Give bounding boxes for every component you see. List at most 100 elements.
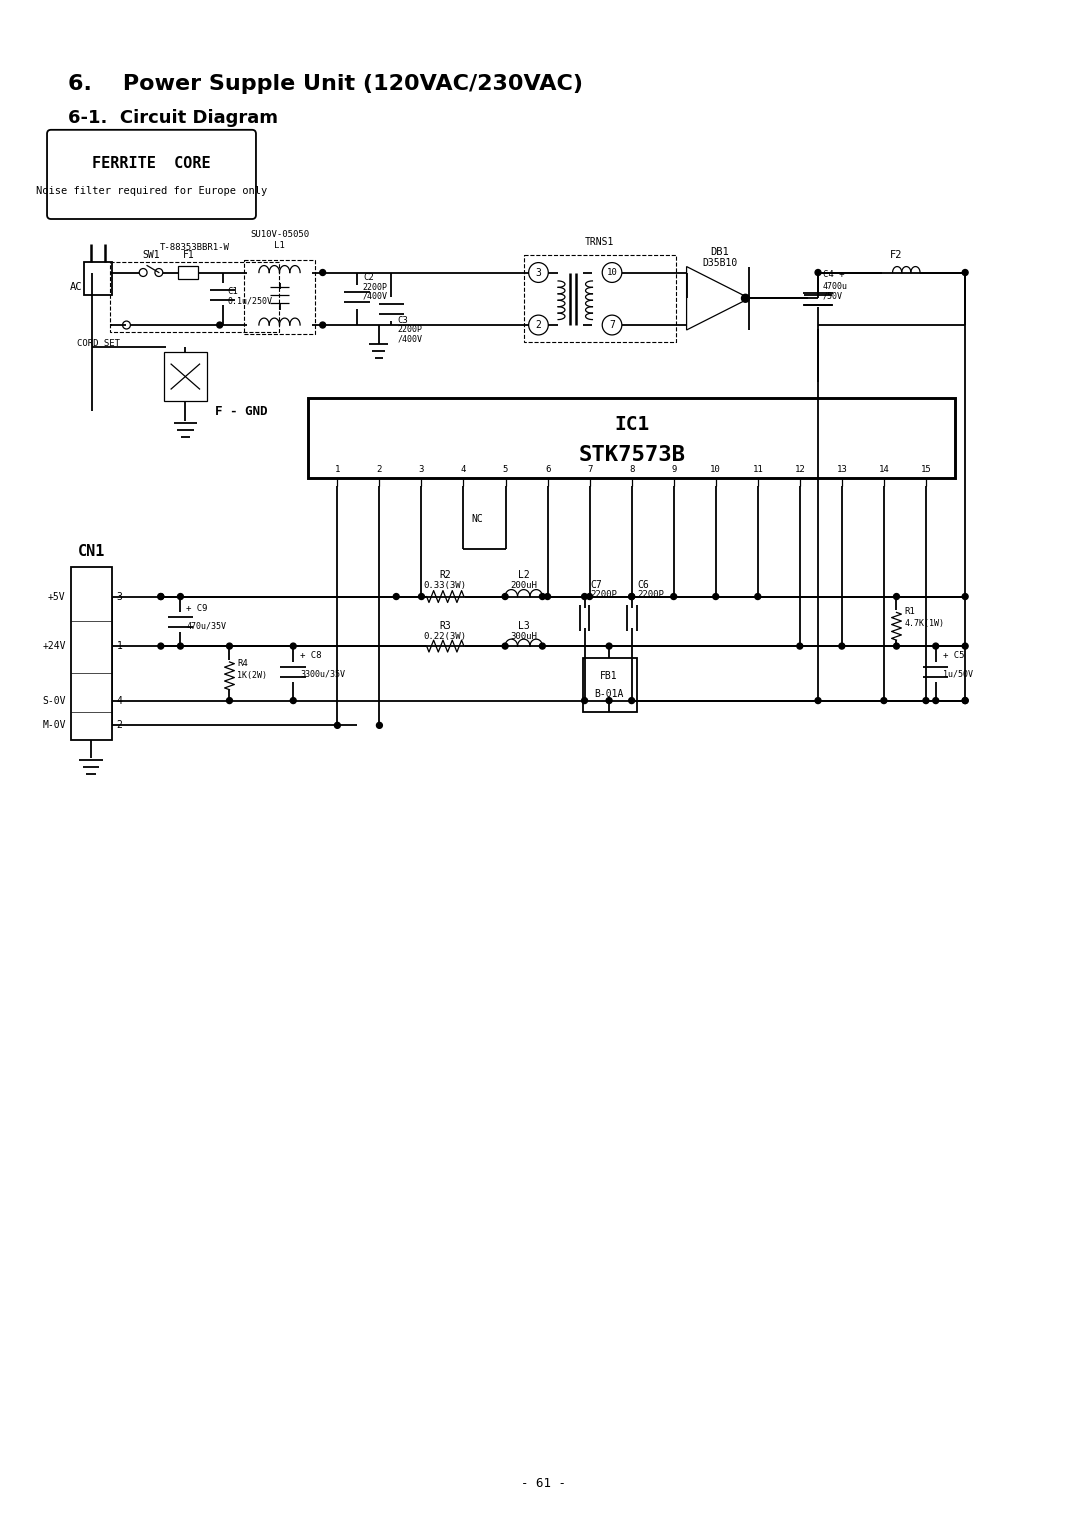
Text: L3: L3 [518,622,529,631]
Text: 4700u: 4700u [823,281,848,290]
Text: C4 +: C4 + [823,270,845,280]
Circle shape [606,698,612,703]
Text: CORD SET: CORD SET [77,339,120,348]
Text: L1: L1 [274,241,285,251]
Text: 0.33(3W): 0.33(3W) [423,581,467,590]
Bar [582,659,636,712]
Circle shape [797,643,802,649]
Text: R1: R1 [904,607,915,616]
Text: S-0V: S-0V [42,695,66,706]
Text: C2: C2 [363,274,374,283]
Text: FB1: FB1 [600,671,618,681]
Text: 4.7K(1W): 4.7K(1W) [904,619,944,628]
Text: 10: 10 [607,267,618,277]
Text: 470u/35V: 470u/35V [187,622,227,631]
Circle shape [893,643,900,649]
Circle shape [629,593,635,599]
Circle shape [227,698,232,703]
Text: 0.22(3W): 0.22(3W) [423,631,467,640]
Text: CN1: CN1 [78,544,105,559]
Text: AC: AC [70,283,82,292]
Circle shape [582,698,588,703]
Text: 2: 2 [536,319,541,330]
Circle shape [839,643,845,649]
Text: SU10V-05050: SU10V-05050 [249,231,309,240]
Bar [244,260,314,335]
Text: 3: 3 [117,591,122,602]
Text: + C8: + C8 [300,651,322,660]
Bar [164,351,207,402]
Text: C3: C3 [397,316,408,324]
Text: 2: 2 [377,465,382,474]
Text: D35B10: D35B10 [702,258,738,267]
Circle shape [539,643,545,649]
Text: 7: 7 [586,465,592,474]
Text: R2: R2 [440,570,451,579]
Circle shape [742,295,750,303]
Text: + C5: + C5 [943,651,964,660]
Text: NC: NC [471,515,483,524]
Text: /400V: /400V [397,335,422,344]
Text: FERRITE  CORE: FERRITE CORE [92,156,211,171]
Circle shape [502,593,508,599]
Text: 0.1u/250V: 0.1u/250V [228,296,272,306]
Text: 1u/50V: 1u/50V [943,669,973,678]
Text: 2200P: 2200P [591,590,618,599]
Circle shape [419,593,424,599]
Text: 300uH: 300uH [511,631,537,640]
Text: C7: C7 [591,579,603,590]
Text: 8: 8 [629,465,634,474]
Circle shape [544,593,551,599]
Text: STK7573B: STK7573B [578,446,685,466]
Bar [70,567,111,740]
Text: T-88353BBR1-W: T-88353BBR1-W [160,243,230,252]
Text: 3: 3 [536,267,541,278]
Text: R4: R4 [238,660,248,668]
Text: 11: 11 [753,465,764,474]
Circle shape [320,322,325,329]
Circle shape [923,698,929,703]
Text: 6: 6 [545,465,551,474]
Circle shape [962,698,968,703]
Circle shape [217,322,222,329]
Text: B-01A: B-01A [594,689,624,698]
Text: - 61 -: - 61 - [521,1478,566,1490]
Text: 2200P: 2200P [637,590,664,599]
Text: 4: 4 [461,465,467,474]
Text: SW1: SW1 [143,249,160,260]
Text: 6.    Power Supple Unit (120VAC/230VAC): 6. Power Supple Unit (120VAC/230VAC) [68,75,582,95]
Circle shape [962,593,968,599]
Text: 15: 15 [920,465,931,474]
Circle shape [227,643,232,649]
Text: IC1: IC1 [615,416,649,434]
Text: 3: 3 [419,465,424,474]
Text: F2: F2 [890,249,903,260]
Text: 2200P: 2200P [397,325,422,335]
Text: 1: 1 [117,642,122,651]
Circle shape [881,698,887,703]
Circle shape [671,593,677,599]
Text: 2: 2 [117,720,122,730]
Text: 10: 10 [711,465,721,474]
Text: 1K(2W): 1K(2W) [238,671,268,680]
Text: 14: 14 [878,465,889,474]
Text: 3300u/35V: 3300u/35V [300,669,346,678]
Text: 13: 13 [837,465,847,474]
Circle shape [713,593,718,599]
Circle shape [158,643,164,649]
Text: 1: 1 [335,465,340,474]
Text: L2: L2 [518,570,529,579]
Bar [308,399,956,478]
Text: 6-1.  Circuit Diagram: 6-1. Circuit Diagram [68,108,278,127]
Text: F - GND: F - GND [215,405,267,417]
Circle shape [582,593,588,599]
Circle shape [377,723,382,729]
Circle shape [962,643,968,649]
Text: Noise filter required for Europe only: Noise filter required for Europe only [36,186,267,196]
Circle shape [893,593,900,599]
Bar [110,261,279,332]
Circle shape [962,269,968,275]
Text: + C9: + C9 [187,604,207,613]
Circle shape [291,698,296,703]
Circle shape [177,593,184,599]
